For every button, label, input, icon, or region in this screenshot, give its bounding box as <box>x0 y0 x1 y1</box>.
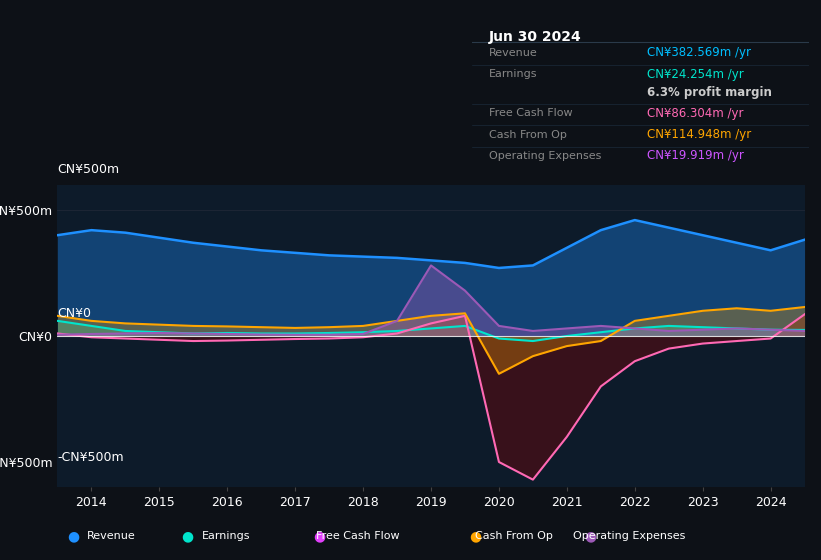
Text: CN¥382.569m /yr: CN¥382.569m /yr <box>647 46 751 59</box>
Text: Jun 30 2024: Jun 30 2024 <box>489 30 581 44</box>
Text: Earnings: Earnings <box>489 69 538 79</box>
Text: Earnings: Earnings <box>202 531 251 541</box>
Text: Free Cash Flow: Free Cash Flow <box>489 108 572 118</box>
Text: Free Cash Flow: Free Cash Flow <box>316 531 400 541</box>
Text: CN¥24.254m /yr: CN¥24.254m /yr <box>647 68 744 81</box>
Text: CN¥19.919m /yr: CN¥19.919m /yr <box>647 149 744 162</box>
Text: CN¥114.948m /yr: CN¥114.948m /yr <box>647 128 751 141</box>
Text: ●: ● <box>584 529 596 543</box>
Text: ●: ● <box>67 529 79 543</box>
Text: Revenue: Revenue <box>87 531 136 541</box>
Text: ●: ● <box>469 529 481 543</box>
Text: Cash From Op: Cash From Op <box>489 129 566 139</box>
Text: Operating Expenses: Operating Expenses <box>489 151 601 161</box>
Text: ●: ● <box>313 529 325 543</box>
Text: CN¥0: CN¥0 <box>57 307 91 320</box>
Text: 6.3% profit margin: 6.3% profit margin <box>647 86 772 99</box>
Text: -CN¥500m: -CN¥500m <box>57 451 124 464</box>
Text: CN¥86.304m /yr: CN¥86.304m /yr <box>647 107 744 120</box>
Text: Revenue: Revenue <box>489 48 538 58</box>
Text: Operating Expenses: Operating Expenses <box>573 531 685 541</box>
Text: Cash From Op: Cash From Op <box>475 531 553 541</box>
Text: CN¥500m: CN¥500m <box>57 164 120 176</box>
Text: ●: ● <box>181 529 194 543</box>
